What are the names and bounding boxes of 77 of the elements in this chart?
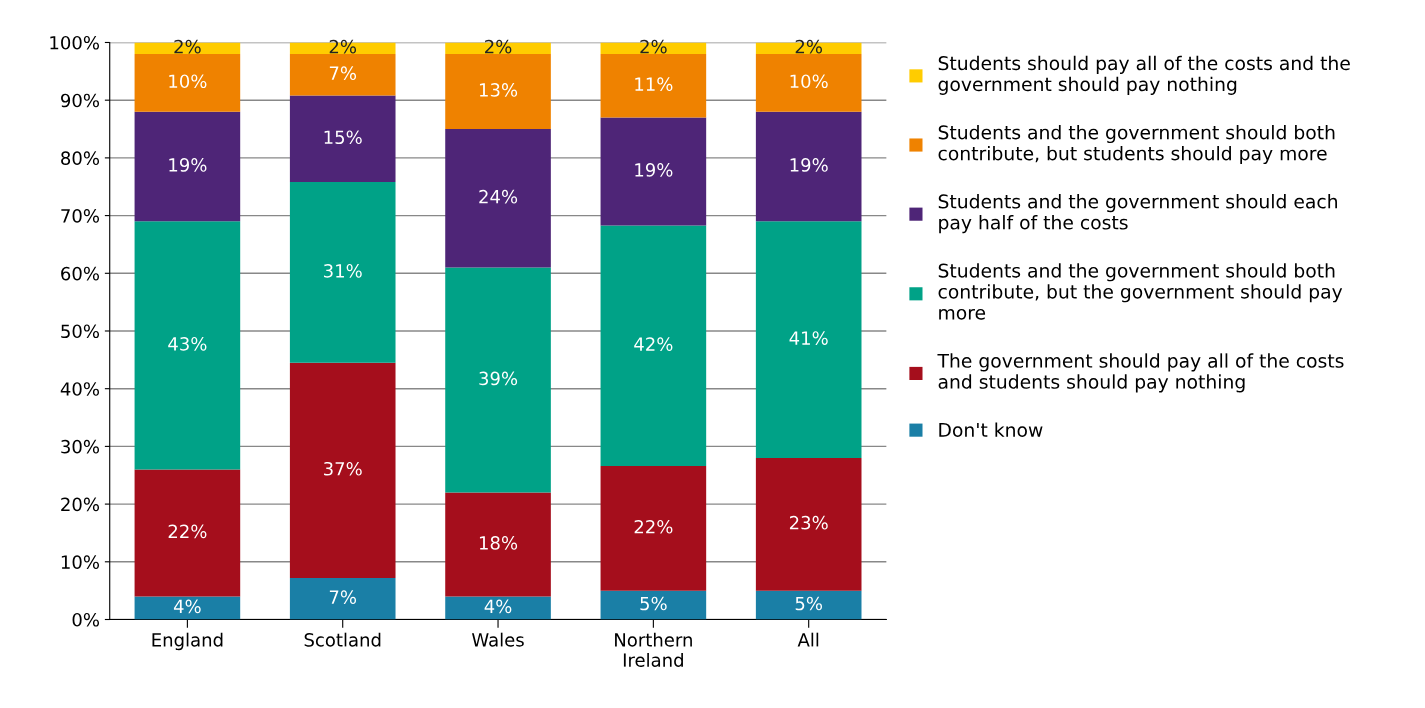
bar <box>755 54 862 112</box>
y-tick-label: 40% <box>60 382 100 396</box>
data-label: 18% <box>479 536 518 550</box>
y-tick-label: 60% <box>61 266 100 281</box>
data-label: 2% <box>640 39 667 54</box>
legend-label: Students should pay all of the costs and the government should pay nothing <box>938 55 1350 95</box>
y-tick-label: 0% <box>72 612 100 627</box>
data-label: 10% <box>790 74 828 89</box>
legend-label: Students and the government should each pay half of the costs <box>938 194 1337 234</box>
data-label: 7% <box>329 66 357 81</box>
x-tick-label: Wales <box>471 632 524 647</box>
data-label: 23% <box>789 515 828 530</box>
bar <box>600 117 707 226</box>
data-label: 4% <box>173 599 201 614</box>
data-label: 5% <box>640 596 667 611</box>
bar <box>600 54 707 118</box>
bar <box>134 111 241 222</box>
x-tick-label: England <box>152 632 223 651</box>
x-tick-label: All <box>797 632 819 647</box>
bar <box>445 492 551 597</box>
legend-label: Students and the government should both contribute, but the government should pay more <box>938 263 1343 320</box>
data-label: 2% <box>795 39 823 54</box>
y-tick-label: 100% <box>50 35 100 50</box>
data-label: 39% <box>479 371 518 386</box>
y-tick-label: 90% <box>61 93 100 108</box>
data-label: 19% <box>790 158 828 172</box>
data-label: 37% <box>324 461 362 476</box>
legend-label: Students and the government should both contribute, but students should pay more <box>938 124 1335 165</box>
y-tick-label: 30% <box>61 439 100 454</box>
legend-label: The government should pay all of the costs and students should pay nothing <box>937 353 1344 393</box>
data-label: 19% <box>169 158 207 172</box>
data-label: 2% <box>174 39 201 54</box>
data-label: 15% <box>324 130 362 145</box>
data-label: 24% <box>479 189 518 204</box>
bar <box>755 457 862 591</box>
data-label: 19% <box>635 163 673 177</box>
bar <box>134 469 241 597</box>
bar <box>134 54 241 112</box>
bar <box>289 577 396 620</box>
bar <box>755 111 862 222</box>
bar <box>600 225 707 467</box>
data-label: 22% <box>168 524 207 539</box>
bar <box>289 54 396 96</box>
data-label: 13% <box>479 83 518 97</box>
bar <box>134 596 241 620</box>
bar <box>600 590 707 620</box>
data-label: 7% <box>329 590 357 604</box>
data-label: 43% <box>168 337 207 351</box>
y-tick-label: 80% <box>61 151 100 165</box>
y-tick-label: 70% <box>61 209 100 223</box>
data-label: 31% <box>324 264 362 278</box>
y-tick-label: 10% <box>61 555 100 569</box>
y-tick-label: 20% <box>61 497 100 512</box>
bar <box>289 182 396 363</box>
data-label: 11% <box>635 77 673 91</box>
bar <box>445 129 551 268</box>
data-label: 42% <box>634 337 673 351</box>
bar <box>600 466 707 591</box>
bar <box>134 221 241 470</box>
bar <box>445 596 551 620</box>
bar <box>289 95 396 183</box>
data-label: 4% <box>484 599 512 614</box>
x-tick-label: Scotland <box>304 632 381 647</box>
data-label: 10% <box>169 74 207 89</box>
data-label: 5% <box>795 596 823 611</box>
y-tick-label: 50% <box>61 324 100 339</box>
x-tick-label: Northern Ireland <box>615 632 692 667</box>
data-label: 22% <box>634 519 673 534</box>
data-label: 2% <box>485 39 512 54</box>
bar <box>755 221 862 458</box>
bar <box>445 267 551 493</box>
bar <box>755 590 862 620</box>
legend-label: Don't know <box>939 422 1043 437</box>
data-label: 41% <box>789 331 828 345</box>
bar <box>445 54 551 130</box>
data-label: 2% <box>329 39 357 54</box>
bar <box>289 362 396 578</box>
